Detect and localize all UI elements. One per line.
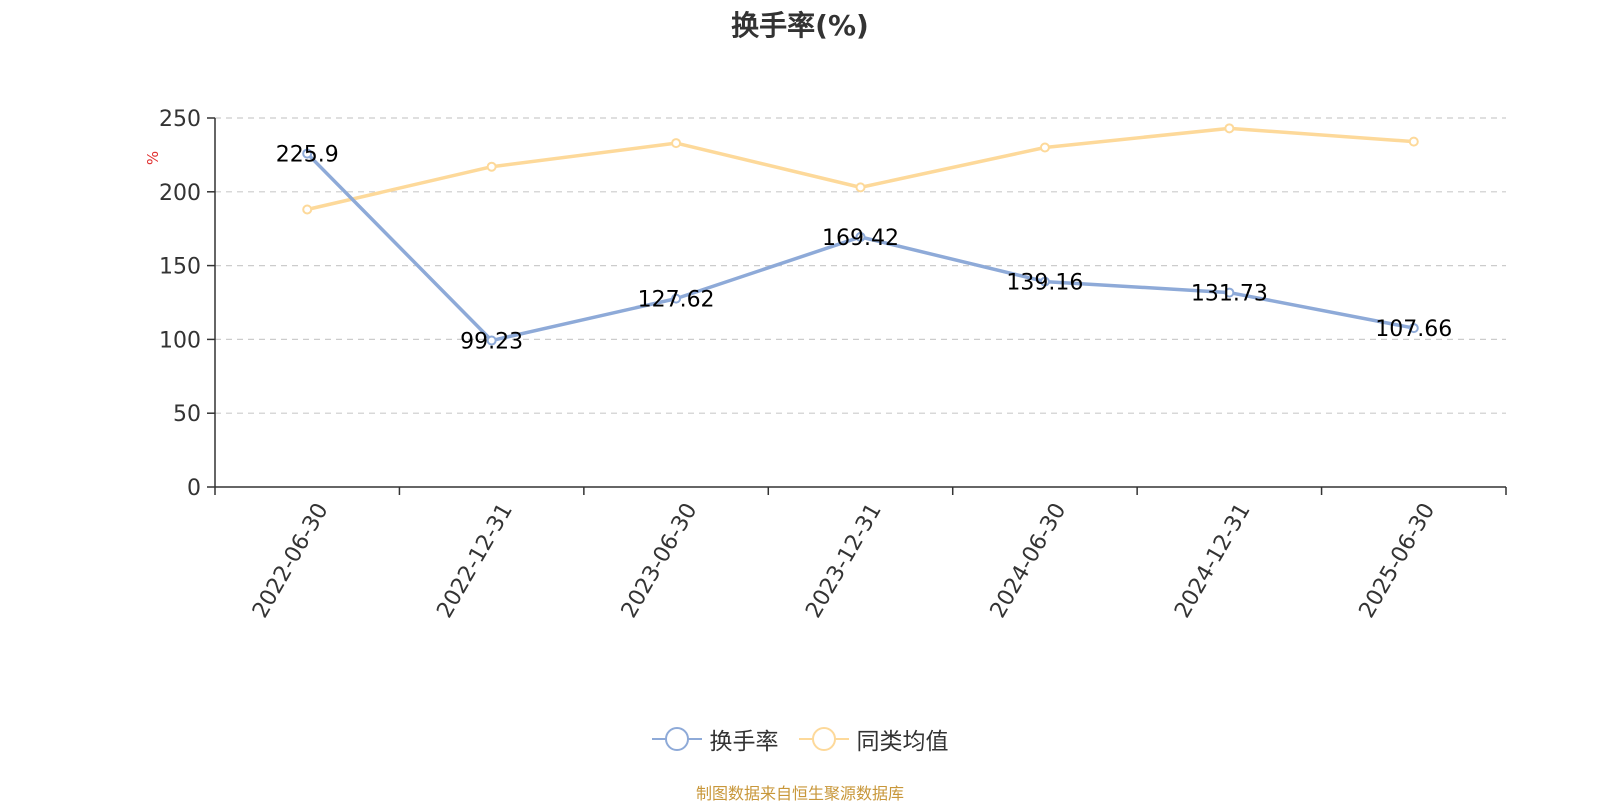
y-tick-label: 100 xyxy=(159,328,201,353)
legend-item-peer-average[interactable]: 同类均值 xyxy=(798,722,949,756)
data-point xyxy=(855,182,866,193)
data-label: 169.42 xyxy=(822,226,899,251)
y-tick-label: 150 xyxy=(159,255,201,280)
axes: 0 50 100 150 200 250% 2022-06-30 2022-12-31 2023… xyxy=(144,107,1507,622)
x-tick-label: 2023-06-30 xyxy=(617,499,703,622)
legend-item-turnover[interactable]: 换手率 xyxy=(651,722,779,756)
x-tick-label: 2025-06-30 xyxy=(1355,499,1441,622)
data-labels: 225.9 99.23 127.62 169.42 139.16 131.73 107.66 xyxy=(276,143,1453,355)
data-point xyxy=(1039,142,1050,153)
data-point xyxy=(1224,123,1235,134)
data-point xyxy=(1408,323,1419,334)
y-tick-label: 250 xyxy=(159,107,201,132)
x-tick-label: 2022-12-31 xyxy=(432,499,518,622)
data-label: 131.73 xyxy=(1191,282,1268,307)
y-tick-label: 0 xyxy=(187,476,201,501)
y-tick-label: 200 xyxy=(159,181,201,206)
data-point xyxy=(1039,276,1050,287)
legend-marker-peer-average-icon xyxy=(798,727,849,751)
data-point xyxy=(671,293,682,304)
x-tick-label: 2024-06-30 xyxy=(986,499,1072,622)
x-tick-label: 2023-12-31 xyxy=(801,499,887,622)
series-lines xyxy=(302,123,1419,346)
data-point xyxy=(671,138,682,149)
data-point xyxy=(302,204,313,215)
legend-label-peer-average: 同类均值 xyxy=(856,729,949,755)
legend-label-turnover: 换手率 xyxy=(709,729,779,755)
data-point xyxy=(855,231,866,242)
y-axis-unit-label: % xyxy=(144,151,162,165)
source-note: 制图数据来自恒生聚源数据库 xyxy=(695,784,904,803)
data-label: 225.9 xyxy=(276,143,339,168)
y-tick-label: 50 xyxy=(173,402,201,427)
x-tick-label: 2022-06-30 xyxy=(248,499,334,622)
series-line xyxy=(306,126,1414,212)
grid-lines xyxy=(215,117,1506,414)
data-label: 139.16 xyxy=(1006,271,1083,296)
legend-marker-turnover-icon xyxy=(651,727,702,751)
legend: 换手率 同类均值 xyxy=(0,722,1600,756)
data-label: 99.23 xyxy=(460,330,523,355)
chart-title: 换手率(%) xyxy=(731,9,869,42)
data-point xyxy=(486,335,497,346)
data-point xyxy=(1224,287,1235,298)
data-point xyxy=(1408,136,1419,147)
data-point xyxy=(486,161,497,172)
data-label: 107.66 xyxy=(1375,317,1452,342)
data-point xyxy=(302,148,313,159)
data-label: 127.62 xyxy=(638,288,715,313)
x-tick-label: 2024-12-31 xyxy=(1170,499,1256,622)
